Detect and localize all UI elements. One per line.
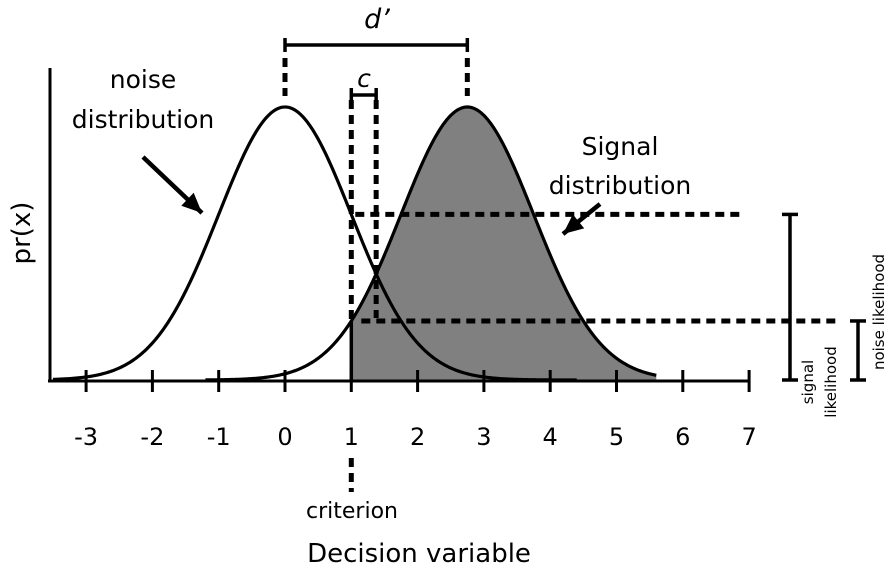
x-axis-ticks: -3 -2 -1 0 1 2 3 4 5 6 7: [74, 370, 757, 451]
x-tick-label: 1: [344, 423, 359, 451]
signal-distribution-curve: [205, 105, 657, 382]
x-tick-label: 7: [741, 423, 756, 451]
x-tick-label: 2: [410, 423, 425, 451]
d-prime-label: d’: [364, 4, 390, 35]
x-tick-label: -3: [74, 423, 98, 451]
c-label: c: [357, 64, 371, 93]
noise-arrow-head: [181, 192, 202, 213]
noise-label-line1: noise: [110, 65, 177, 94]
x-tick-label: 3: [476, 423, 491, 451]
signal-likelihood-label-line1: signal: [799, 360, 817, 404]
noise-arrow: [141, 155, 204, 215]
noise-likelihood-label: noise likelihood: [870, 254, 888, 370]
arrows: [141, 155, 602, 236]
noise-label-line2: distribution: [72, 105, 214, 134]
x-tick-label: -1: [207, 423, 231, 451]
x-tick-label: 5: [609, 423, 624, 451]
dashed-guides: [282, 58, 838, 492]
signal-shaded-area: [351, 107, 657, 380]
criterion-label: criterion: [306, 499, 398, 524]
signal-arrow: [561, 202, 602, 236]
noise-distribution-curve: [52, 105, 577, 382]
signal-label-line1: Signal: [582, 132, 659, 161]
x-tick-label: -2: [140, 423, 164, 451]
signal-likelihood-label-line2: likelihood: [822, 346, 840, 417]
x-tick-label: 6: [675, 423, 690, 451]
x-axis-label: Decision variable: [307, 539, 531, 569]
signal-arrow-head: [563, 214, 585, 234]
brackets: [283, 38, 866, 382]
signal-label-line2: distribution: [549, 171, 691, 200]
x-tick-label: 4: [543, 423, 558, 451]
x-tick-label: 0: [277, 423, 292, 451]
y-axis-label: pr(x): [7, 202, 37, 265]
